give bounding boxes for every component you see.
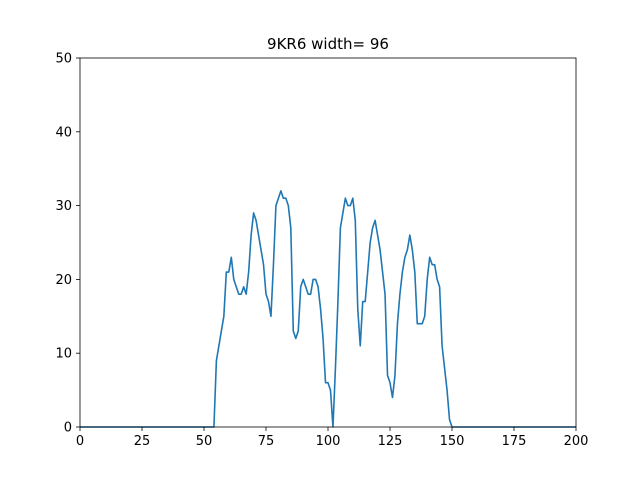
x-tick-label: 100	[316, 434, 341, 449]
x-tick-label: 75	[258, 434, 275, 449]
x-tick-label: 200	[564, 434, 589, 449]
x-tick-label: 50	[196, 434, 213, 449]
x-tick-label: 125	[378, 434, 403, 449]
y-tick-label: 50	[55, 52, 72, 67]
y-tick-label: 10	[55, 347, 72, 362]
x-tick-label: 0	[76, 434, 84, 449]
x-tick-label: 25	[134, 434, 151, 449]
x-tick-label: 150	[440, 434, 465, 449]
y-tick-label: 20	[55, 273, 72, 288]
y-tick-label: 0	[64, 421, 72, 436]
y-tick-label: 30	[55, 199, 72, 214]
y-tick-label: 40	[55, 125, 72, 140]
chart-title: 9KR6 width= 96	[267, 35, 389, 53]
x-tick-label: 175	[502, 434, 527, 449]
